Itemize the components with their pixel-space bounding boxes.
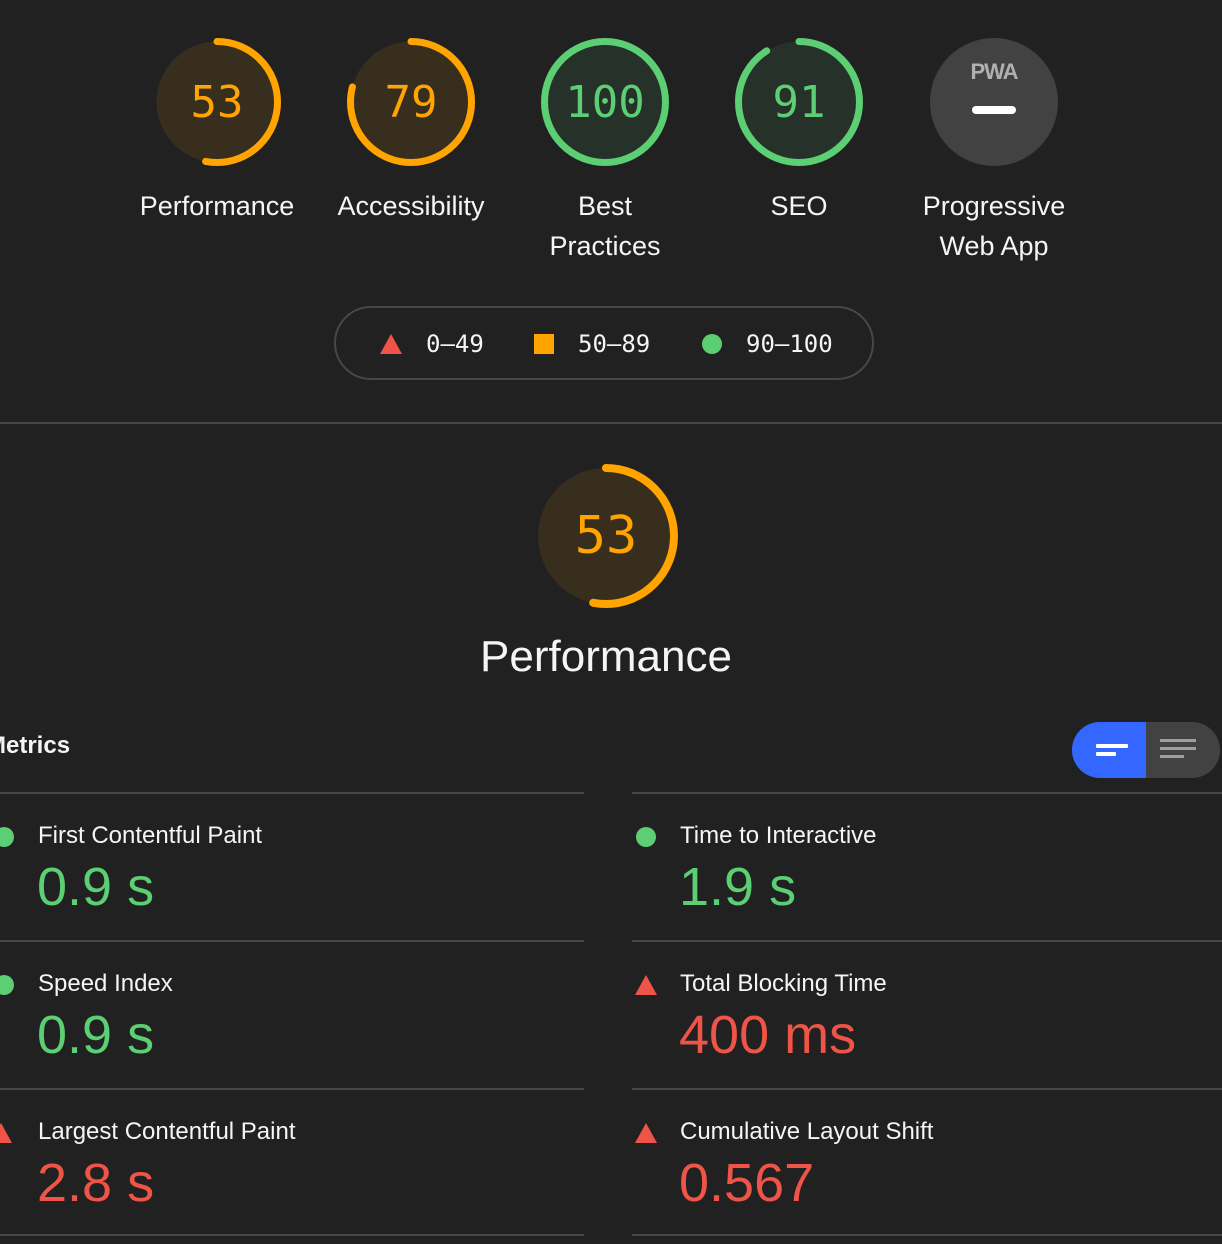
section-divider (0, 422, 1222, 424)
metric-title: Speed Index (38, 970, 173, 997)
gauge-arc (534, 464, 678, 608)
legend-range: 90–100 (746, 330, 833, 358)
square-average-icon (534, 334, 554, 354)
legend-range: 50–89 (578, 330, 651, 358)
metric-speed-index: Speed Index 0.9 s (0, 942, 584, 1090)
gauge-score: 53 (190, 76, 244, 128)
metric-divider (632, 1088, 1222, 1090)
metric-divider (632, 940, 1222, 942)
gauge-score: 91 (772, 76, 826, 128)
gauge-background (538, 468, 674, 604)
metrics-heading: Metrics (0, 732, 71, 759)
metric-title: First Contentful Paint (38, 822, 263, 849)
metric-time-to-interactive: Time to Interactive 1.9 s (632, 794, 1222, 942)
circle-pass-icon (702, 334, 722, 354)
category-label-best-practices[interactable]: Best Practices (510, 186, 700, 266)
legend-item-pass: 90–100 (702, 308, 833, 380)
category-label-accessibility[interactable]: Accessibility (337, 191, 485, 221)
gauge-score: 79 (384, 76, 438, 128)
metric-title: Largest Contentful Paint (38, 1118, 296, 1145)
gauge-score: 53 (574, 506, 638, 566)
list-lines-icon (1160, 739, 1196, 758)
legend-item-fail: 0–49 (380, 308, 484, 380)
category-label-seo[interactable]: SEO (770, 191, 828, 221)
metric-divider (0, 1234, 584, 1236)
gauge-ring (541, 38, 669, 166)
gauge-ring (153, 38, 281, 166)
category-label-pwa[interactable]: Progressive Web App (899, 186, 1089, 266)
pwa-gauge[interactable]: PWA (929, 37, 1059, 167)
category-label-line: Best (577, 191, 633, 221)
metric-cumulative-layout-shift: Cumulative Layout Shift 0.567 (632, 1090, 1222, 1238)
gauge-ring (347, 38, 475, 166)
metric-title: Cumulative Layout Shift (680, 1118, 934, 1145)
gauge-arc (541, 38, 669, 166)
metric-total-blocking-time: Total Blocking Time 400 ms (632, 942, 1222, 1090)
gauge-ring (534, 464, 678, 608)
metric-divider (632, 792, 1222, 794)
triangle-fail-icon (635, 1123, 657, 1143)
score-scale-legend: 0–49 50–89 90–100 (334, 306, 874, 380)
gauge-ring (735, 38, 863, 166)
metric-value: 2.8 s (37, 1153, 155, 1213)
metric-largest-contentful-paint: Largest Contentful Paint 2.8 s (0, 1090, 584, 1238)
detail-view-button[interactable] (1146, 722, 1220, 778)
metric-value: 0.9 s (37, 857, 155, 917)
gauge-arc (153, 38, 281, 166)
section-title: Performance (480, 632, 732, 681)
pwa-badge-icon (930, 38, 1058, 166)
metric-divider (0, 940, 584, 942)
triangle-fail-icon (380, 334, 402, 354)
metric-value: 1.9 s (679, 857, 797, 917)
metric-divider (0, 1088, 584, 1090)
gauge-arc (347, 38, 475, 166)
summary-view-button[interactable] (1072, 722, 1146, 778)
performance-gauge[interactable]: 53 (152, 37, 282, 167)
best-practices-gauge[interactable]: 100 (540, 37, 670, 167)
legend-item-average: 50–89 (534, 308, 650, 380)
triangle-fail-icon (635, 975, 657, 995)
circle-pass-icon (0, 975, 14, 995)
category-label-performance[interactable]: Performance (139, 191, 295, 221)
metric-value: 0.567 (679, 1153, 815, 1213)
performance-section-gauge: 53 (533, 463, 679, 609)
gauge-background (738, 41, 860, 163)
gauge-score: 100 (565, 76, 645, 128)
metric-divider (632, 1234, 1222, 1236)
triangle-fail-icon (0, 1123, 12, 1143)
metrics-view-toggle[interactable] (1072, 722, 1220, 778)
metric-value: 400 ms (679, 1005, 857, 1065)
gauge-background (544, 41, 666, 163)
accessibility-gauge[interactable]: 79 (346, 37, 476, 167)
pwa-logo-text: PWA (970, 59, 1018, 84)
gauge-background (156, 41, 278, 163)
metric-first-contentful-paint: First Contentful Paint 0.9 s (0, 794, 584, 942)
gauge-background (350, 41, 472, 163)
category-label-line: Progressive (922, 191, 1066, 221)
category-label-line: Web App (939, 231, 1049, 261)
category-label-line: Practices (549, 231, 661, 261)
circle-pass-icon (0, 827, 14, 847)
gauge-arc (735, 38, 863, 166)
short-lines-icon (1096, 744, 1128, 756)
metric-divider (0, 792, 584, 794)
metric-value: 0.9 s (37, 1005, 155, 1065)
metric-title: Total Blocking Time (680, 970, 887, 997)
metric-title: Time to Interactive (680, 822, 877, 849)
circle-pass-icon (636, 827, 656, 847)
legend-range: 0–49 (426, 330, 484, 358)
seo-gauge[interactable]: 91 (734, 37, 864, 167)
